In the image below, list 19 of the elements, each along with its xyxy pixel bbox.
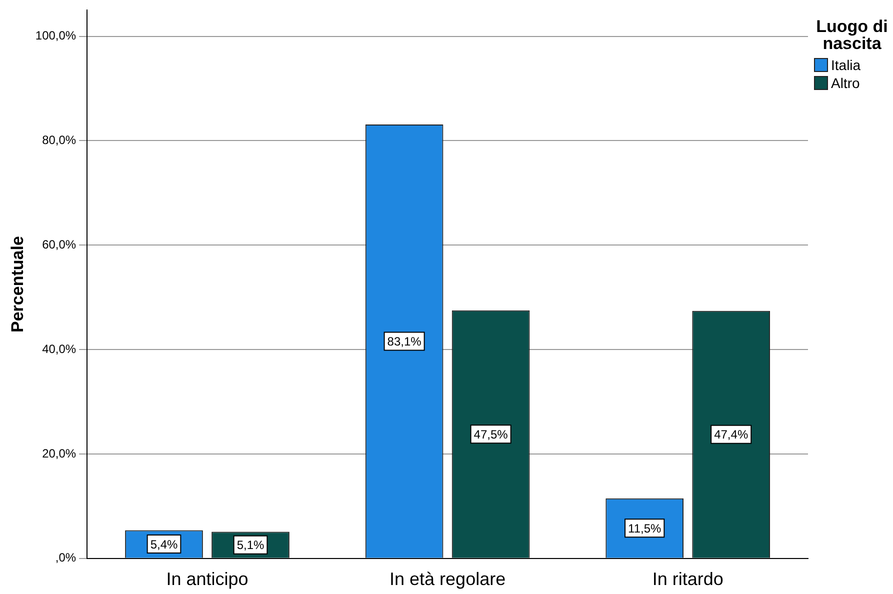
data-label: 5,1% xyxy=(236,538,265,552)
legend-title: Luogo di nascita xyxy=(815,17,889,53)
data-label: 5,4% xyxy=(150,537,178,552)
y-tick-label: 80,0% xyxy=(42,133,76,148)
y-tick-label: 60,0% xyxy=(42,237,76,252)
legend-label: Italia xyxy=(831,56,861,74)
x-tick-label: In ritardo xyxy=(652,569,724,590)
y-axis-title: Percentuale xyxy=(8,236,27,332)
x-tick-label: In anticipo xyxy=(166,569,248,590)
y-tick-label: ,0% xyxy=(55,550,76,565)
data-label: 83,1% xyxy=(387,334,422,349)
data-label: 47,4% xyxy=(714,428,748,442)
legend-label: Altro xyxy=(831,74,860,92)
y-tick-label: 20,0% xyxy=(42,446,76,460)
data-label: 11,5% xyxy=(628,521,662,536)
y-tick-label: 40,0% xyxy=(42,342,76,356)
y-tick-label: 100,0% xyxy=(35,28,76,43)
data-label: 47,5% xyxy=(474,427,508,442)
x-tick-label: In età regolare xyxy=(390,569,506,590)
